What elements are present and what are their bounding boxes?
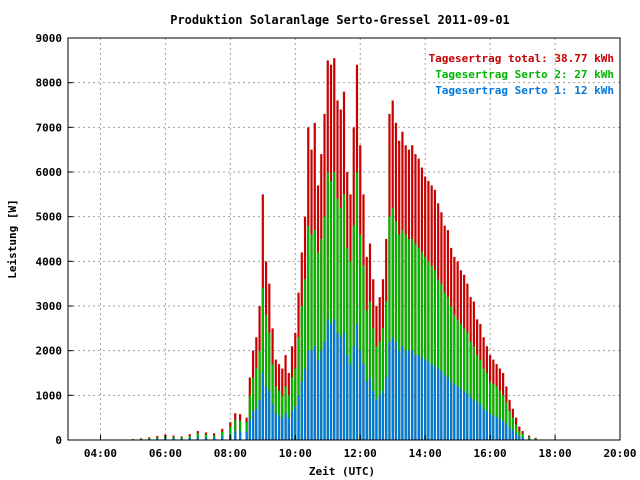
- legend-entry: Tagesertrag Serto 2: 27 kWh: [435, 68, 614, 81]
- x-tick-label: 20:00: [603, 447, 636, 460]
- x-tick-label: 14:00: [409, 447, 442, 460]
- y-tick-label: 5000: [36, 211, 63, 224]
- legend-entry: Tagesertrag total: 38.77 kWh: [429, 52, 614, 65]
- x-tick-label: 06:00: [149, 447, 182, 460]
- bars: [131, 58, 537, 440]
- x-tick-label: 04:00: [84, 447, 117, 460]
- y-tick-label: 6000: [36, 166, 63, 179]
- y-tick-label: 1000: [36, 389, 63, 402]
- x-tick-label: 18:00: [538, 447, 571, 460]
- y-tick-label: 9000: [36, 32, 63, 45]
- chart-title: Produktion Solaranlage Serto-Gressel 201…: [170, 13, 510, 27]
- y-tick-label: 0: [55, 434, 62, 447]
- series-3: [131, 319, 537, 440]
- y-tick-label: 8000: [36, 77, 63, 90]
- x-axis-label: Zeit (UTC): [309, 465, 375, 478]
- legend-entry: Tagesertrag Serto 1: 12 kWh: [435, 84, 614, 97]
- x-tick-label: 12:00: [344, 447, 377, 460]
- x-tick-label: 10:00: [279, 447, 312, 460]
- x-axis-ticks: 04:00 06:00 08:00 10:00 12:00 14:00 16:00 18:00…: [84, 435, 637, 460]
- plot-frame: [67, 37, 621, 441]
- x-tick-label: 16:00: [474, 447, 507, 460]
- y-tick-label: 7000: [36, 121, 63, 134]
- x-tick-label: 08:00: [214, 447, 247, 460]
- series-2: [131, 172, 537, 440]
- y-tick-label: 4000: [36, 255, 63, 268]
- y-axis-label: Leistung [W]: [6, 199, 19, 278]
- y-axis-ticks: 0 1000 2000 3000 4000 5000 6000 7000 8000 9000: [36, 32, 73, 447]
- y-tick-label: 2000: [36, 345, 63, 358]
- legend: Tagesertrag total: 38.77 kWh Tagesertrag …: [429, 52, 614, 97]
- y-tick-label: 3000: [36, 300, 63, 313]
